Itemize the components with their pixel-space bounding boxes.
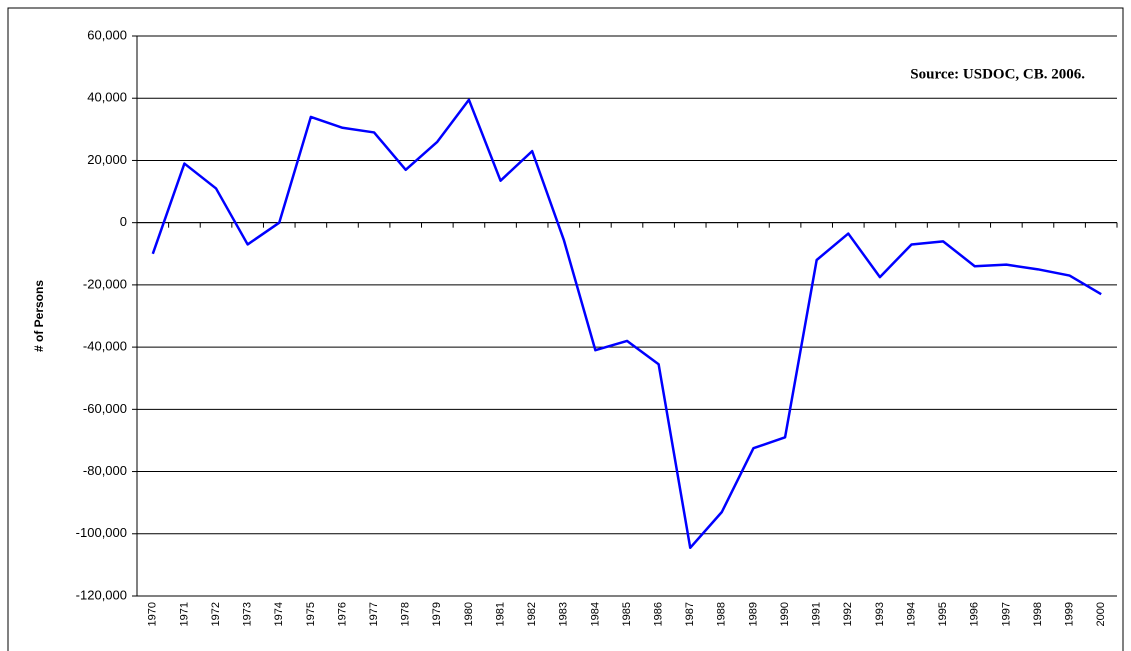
x-tick-label: 1970 bbox=[147, 602, 159, 626]
y-tick-label: 0 bbox=[120, 214, 127, 229]
x-tick-label: 1973 bbox=[242, 602, 254, 626]
x-tick-label: 1995 bbox=[937, 602, 949, 626]
y-tick-label: -120,000 bbox=[76, 587, 127, 602]
x-tick-label: 1984 bbox=[589, 602, 601, 626]
x-tick-label: 1997 bbox=[1000, 602, 1012, 626]
x-tick-label: 1992 bbox=[842, 602, 854, 626]
y-tick-label: -40,000 bbox=[83, 339, 127, 354]
y-tick-label: 60,000 bbox=[87, 27, 127, 42]
y-tick-label: -60,000 bbox=[83, 401, 127, 416]
y-tick-label: -100,000 bbox=[76, 525, 127, 540]
x-tick-label: 1971 bbox=[178, 602, 190, 626]
y-tick-label: 20,000 bbox=[87, 152, 127, 167]
x-tick-label: 1988 bbox=[716, 602, 728, 626]
y-tick-label: -80,000 bbox=[83, 463, 127, 478]
x-tick-label: 1983 bbox=[558, 602, 570, 626]
x-tick-label: 1976 bbox=[336, 602, 348, 626]
chart-border bbox=[7, 7, 1124, 651]
x-tick-label: 1987 bbox=[684, 602, 696, 626]
x-tick-label: 1974 bbox=[273, 602, 285, 626]
y-tick-label: 40,000 bbox=[87, 90, 127, 105]
source-annotation: Source: USDOC, CB. 2006. bbox=[910, 66, 1085, 82]
y-tick-label: -20,000 bbox=[83, 276, 127, 291]
x-tick-label: 1998 bbox=[1032, 602, 1044, 626]
x-tick-label: 1986 bbox=[653, 602, 665, 626]
x-tick-label: 1991 bbox=[811, 602, 823, 626]
x-tick-label: 1977 bbox=[368, 602, 380, 626]
x-tick-label: 1972 bbox=[210, 602, 222, 626]
x-tick-label: 1981 bbox=[494, 602, 506, 626]
x-tick-label: 1980 bbox=[463, 602, 475, 626]
x-tick-label: 1985 bbox=[621, 602, 633, 626]
x-tick-label: 1999 bbox=[1063, 602, 1075, 626]
x-tick-label: 1989 bbox=[747, 602, 759, 626]
x-tick-label: 1993 bbox=[874, 602, 886, 626]
y-axis-label: # of Persons bbox=[32, 280, 46, 352]
x-tick-label: 1979 bbox=[431, 602, 443, 626]
x-tick-label: 1978 bbox=[400, 602, 412, 626]
x-tick-label: 1975 bbox=[305, 602, 317, 626]
x-tick-label: 1990 bbox=[779, 602, 791, 626]
x-tick-label: 2000 bbox=[1095, 602, 1107, 626]
x-tick-label: 1996 bbox=[969, 602, 981, 626]
line-series bbox=[151, 98, 1102, 550]
x-tick-label: 1994 bbox=[905, 602, 917, 626]
x-tick-label: 1982 bbox=[526, 602, 538, 626]
